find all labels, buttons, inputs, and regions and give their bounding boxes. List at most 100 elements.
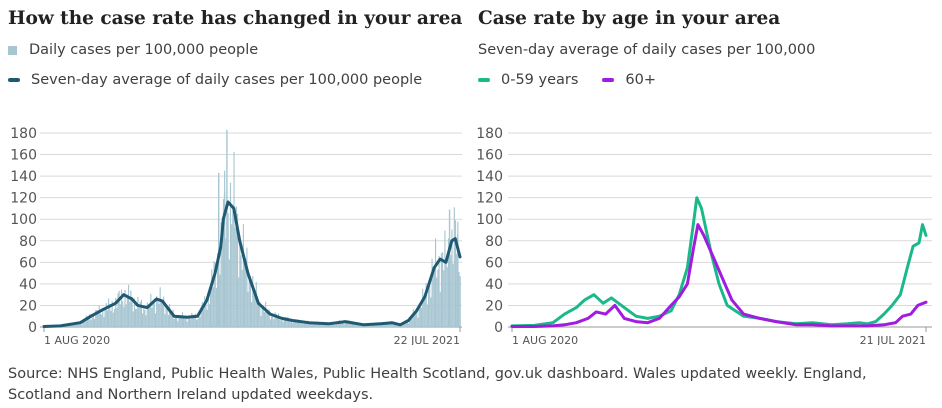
daily-case-bar [129,301,131,327]
daily-case-bar [369,324,371,327]
y-tick-label: 100 [476,212,503,228]
daily-case-bar [372,324,375,327]
daily-case-bar [352,324,355,327]
daily-case-bar [215,287,218,327]
daily-case-bar [109,303,111,327]
daily-case-bar [217,253,219,327]
daily-case-bar [333,323,335,327]
daily-case-bar [432,266,434,327]
daily-case-bar [122,301,124,327]
case-rate-chart: 0 20 40 60 80 100 120 140 160 180 1 AUG 2020 22 JUL… [10,126,462,345]
daily-case-bar [229,182,232,327]
daily-case-bar [233,151,235,327]
daily-case-bar [138,307,140,327]
legend-item-seven-day-average: Seven-day average of daily cases per 100… [8,72,422,88]
daily-case-bar [294,319,296,327]
daily-case-bar [302,323,304,327]
daily-case-bar [309,321,311,327]
daily-case-bar [409,317,411,327]
line-swatch [8,78,20,82]
seven-day-average-line [42,200,462,328]
daily-bars [43,129,461,327]
daily-case-bar [163,296,165,327]
daily-case-bar [150,293,152,327]
daily-case-bar [254,294,256,327]
y-tick-label: 40 [19,277,37,293]
daily-case-bar [450,254,452,327]
daily-case-bar [77,323,79,327]
chart-title: How the case rate has changed in your ar… [8,8,463,29]
daily-case-bar [382,324,384,327]
daily-case-bar [241,269,243,327]
daily-case-bar [260,316,262,327]
daily-case-bar [206,309,208,327]
daily-case-bar [273,319,275,327]
daily-case-bar [202,309,205,327]
daily-case-bar [222,199,225,327]
age-60-plus-line [510,223,928,328]
daily-case-bar [192,314,194,327]
daily-case-bar [159,287,161,327]
daily-case-bar [243,259,246,327]
daily-case-bar [104,308,106,327]
daily-case-bar [438,256,440,327]
daily-case-bar [173,319,175,327]
age-chart: 0 20 40 60 80 100 120 140 160 180 1 AUG 2020 21 JUL… [476,126,932,345]
y-tick-label: 120 [10,191,37,207]
daily-case-bar [212,287,214,327]
y-tick-label: 80 [19,234,37,250]
daily-case-bar [289,322,291,327]
daily-case-bar [140,299,143,327]
daily-case-bar [99,313,101,327]
daily-case-bar [248,278,250,327]
daily-case-bar [256,304,259,327]
daily-case-bar [266,309,268,327]
daily-case-bar [412,309,414,327]
daily-case-bar [101,314,103,327]
y-tick-label: 140 [476,169,503,185]
daily-case-bar [408,323,410,327]
daily-case-bar [180,317,182,327]
daily-case-bar [88,318,90,327]
daily-case-bar [145,315,147,327]
daily-case-bar [345,321,348,327]
daily-case-bar [293,321,295,327]
daily-case-bar [397,324,399,327]
daily-case-bar [297,319,300,327]
y-tick-label: 20 [485,298,503,314]
daily-case-bar [166,307,168,327]
daily-case-bar [311,324,314,327]
daily-case-bar [251,302,253,327]
daily-case-bar [300,320,302,327]
daily-case-bar [170,310,172,327]
daily-case-bar [146,302,148,327]
daily-case-bar [330,324,332,327]
daily-case-bar [86,317,89,327]
daily-case-bar [422,288,424,327]
daily-case-bar [123,306,125,327]
daily-case-bar [342,320,344,327]
daily-case-bar [228,259,230,327]
daily-case-bar [160,301,162,327]
daily-case-bar [108,298,110,327]
bar-swatch [8,45,17,55]
daily-case-bar [172,309,174,327]
daily-case-bar [78,323,80,327]
daily-case-bar [410,318,412,327]
daily-case-bar [295,322,297,327]
daily-case-bar [171,313,173,327]
daily-case-bar [277,313,280,327]
daily-case-bar [186,321,188,327]
daily-case-bar [434,238,437,327]
daily-case-bar [234,227,236,327]
daily-case-bar [227,212,229,327]
y-tick-label: 20 [19,298,37,314]
daily-case-bar [416,309,418,327]
y-tick-label: 60 [485,255,503,271]
daily-case-bar [223,192,226,327]
daily-case-bar [337,322,339,327]
x-tick-label: 1 AUG 2020 [512,334,578,345]
daily-case-bar [433,268,435,327]
daily-case-bar [276,317,278,327]
daily-case-bar [187,318,189,327]
